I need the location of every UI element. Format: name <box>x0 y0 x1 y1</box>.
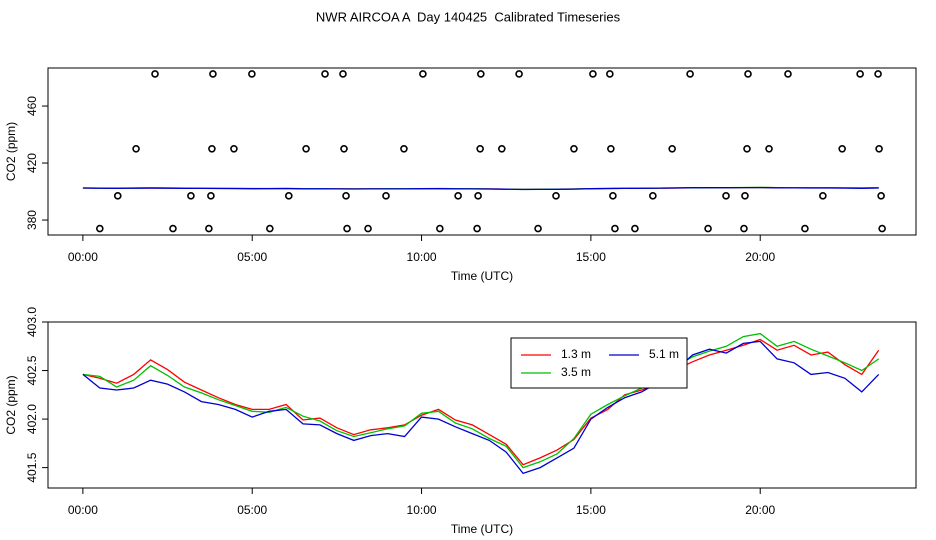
x-tick-label: 15:00 <box>576 503 606 517</box>
point <box>856 70 864 78</box>
x-tick-label: 10:00 <box>407 503 437 517</box>
point <box>649 192 657 200</box>
point <box>321 70 329 78</box>
point <box>668 144 676 153</box>
point <box>740 224 748 233</box>
point <box>419 70 427 78</box>
point <box>342 192 350 200</box>
legend-box <box>510 337 688 389</box>
y-axis-label: CO2 (ppm) <box>4 375 18 434</box>
point <box>364 224 372 233</box>
x-tick-label: 15:00 <box>576 250 606 264</box>
point <box>877 192 885 200</box>
x-axis-label: Time (UTC) <box>451 522 513 536</box>
point <box>589 70 597 78</box>
point <box>611 224 619 233</box>
x-tick-label: 00:00 <box>68 503 98 517</box>
y-tick-label: 420 <box>25 153 39 173</box>
point <box>744 70 752 78</box>
point <box>476 144 484 153</box>
point <box>606 70 614 78</box>
series-line <box>82 186 879 191</box>
y-tick-label: 402.5 <box>25 355 39 385</box>
point <box>169 224 177 233</box>
point <box>400 144 408 153</box>
point <box>230 144 238 153</box>
point <box>878 224 886 233</box>
point <box>801 224 809 233</box>
point <box>284 192 293 200</box>
legend-label: 5.1 m <box>649 347 679 361</box>
point <box>875 144 883 153</box>
y-axis-label: CO2 (ppm) <box>4 122 18 181</box>
point <box>784 70 792 78</box>
y-tick-label: 403.0 <box>25 307 39 337</box>
y-tick-label: 402.0 <box>25 404 39 434</box>
point <box>302 144 310 153</box>
y-tick-label: 401.5 <box>25 452 39 482</box>
point <box>151 70 159 78</box>
point <box>609 192 617 200</box>
point <box>704 224 712 233</box>
point <box>473 224 481 233</box>
point <box>266 224 274 233</box>
point <box>552 192 560 200</box>
chart-title: NWR AIRCOA A Day 140425 Calibrated Times… <box>316 9 621 24</box>
point <box>631 224 639 233</box>
point <box>207 192 215 200</box>
legend-label: 3.5 m <box>561 365 591 379</box>
point <box>474 192 482 200</box>
point <box>436 224 444 233</box>
plot-frame <box>47 321 917 489</box>
point <box>722 192 730 200</box>
point <box>96 224 104 233</box>
point <box>607 144 615 153</box>
point <box>874 70 882 78</box>
point <box>132 144 140 153</box>
point <box>113 192 122 200</box>
point <box>741 192 749 200</box>
legend-label: 1.3 m <box>561 347 591 361</box>
point <box>498 144 506 153</box>
series-line <box>82 340 880 475</box>
point <box>208 144 216 153</box>
x-tick-label: 10:00 <box>407 250 437 264</box>
series-line <box>82 338 880 466</box>
point <box>248 70 256 78</box>
point <box>686 70 694 78</box>
x-tick-label: 20:00 <box>745 503 775 517</box>
series-line <box>82 332 880 469</box>
x-tick-label: 20:00 <box>745 250 775 264</box>
plot-frame <box>47 67 917 236</box>
point <box>534 224 542 233</box>
y-tick-label: 380 <box>25 210 39 230</box>
x-tick-label: 00:00 <box>68 250 98 264</box>
point <box>838 144 846 153</box>
point <box>765 144 773 153</box>
point <box>515 70 523 78</box>
point <box>477 70 485 78</box>
point <box>209 70 217 78</box>
x-tick-label: 05:00 <box>237 503 267 517</box>
point <box>205 224 213 233</box>
point <box>743 144 751 153</box>
point <box>343 224 351 233</box>
y-tick-label: 460 <box>25 96 39 116</box>
point <box>570 144 578 153</box>
point <box>339 70 347 78</box>
point <box>382 192 390 200</box>
point <box>187 192 195 200</box>
point <box>819 192 827 200</box>
x-axis-label: Time (UTC) <box>451 269 513 283</box>
x-tick-label: 05:00 <box>237 250 267 264</box>
point <box>340 144 348 153</box>
point <box>454 192 462 200</box>
